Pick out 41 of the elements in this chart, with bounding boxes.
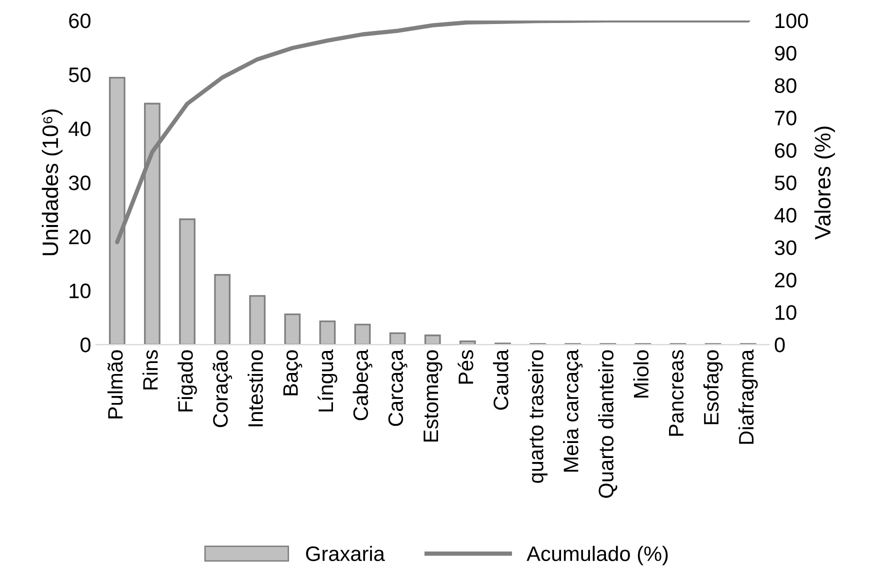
x-tick-label: Miolo [633, 350, 649, 398]
y2-axis-title: Valores (%) [814, 126, 835, 240]
y2-tick-label: 60 [775, 143, 796, 158]
y-axis-title: Unidades (10⁶) [42, 110, 63, 256]
x-tick-label: Língua [318, 349, 338, 412]
x-tick-label: Diafragma [738, 349, 758, 444]
y-tick-label: 30 [68, 176, 90, 190]
x-tick-label: Quarto dianteiro [598, 350, 618, 498]
x-tick-label: Rins [142, 350, 158, 390]
y2-tick-label: 10 [776, 305, 796, 320]
x-tick-label: Cauda [493, 349, 508, 410]
y2-tick-label: 0 [774, 338, 785, 352]
legend-label: Acumulado (%) [526, 546, 668, 566]
y-tick-label: 20 [69, 230, 90, 244]
x-tick-label: Esofago [703, 350, 723, 424]
x-tick-label: Intestino [248, 350, 263, 426]
x-tick-label: Meia carcaça [563, 349, 583, 472]
y2-tick-label: 50 [774, 176, 796, 190]
y-tick-label: 0 [80, 338, 90, 352]
y2-tick-label: 30 [774, 240, 796, 256]
x-tick-label: Cabeça [352, 349, 372, 420]
y2-tick-label: 40 [774, 208, 796, 223]
x-tick-label: Pancreas [669, 350, 684, 436]
x-tick-label: Baço [283, 350, 302, 396]
x-tick-label: Coração [212, 350, 232, 428]
x-tick-label: quarto traseiro [528, 350, 548, 483]
x-tick-label: Figado [178, 350, 197, 412]
y2-tick-label: 70 [775, 110, 796, 126]
x-tick-label: Pés [458, 350, 474, 384]
y2-tick-label: 80 [774, 78, 796, 94]
legend-label: Graxaria [306, 546, 385, 562]
y2-tick-label: 90 [774, 46, 796, 61]
y-tick-label: 60 [69, 13, 90, 28]
y-tick-label: 40 [68, 121, 90, 136]
x-tick-label: Pulmão [107, 350, 123, 418]
y2-tick-label: 100 [776, 13, 808, 28]
y-tick-label: 10 [70, 284, 90, 298]
y2-tick-label: 20 [775, 272, 796, 288]
x-tick-label: Carcaça [388, 349, 408, 426]
y-tick-label: 50 [68, 67, 90, 82]
x-tick-label: Estomago [424, 350, 442, 442]
